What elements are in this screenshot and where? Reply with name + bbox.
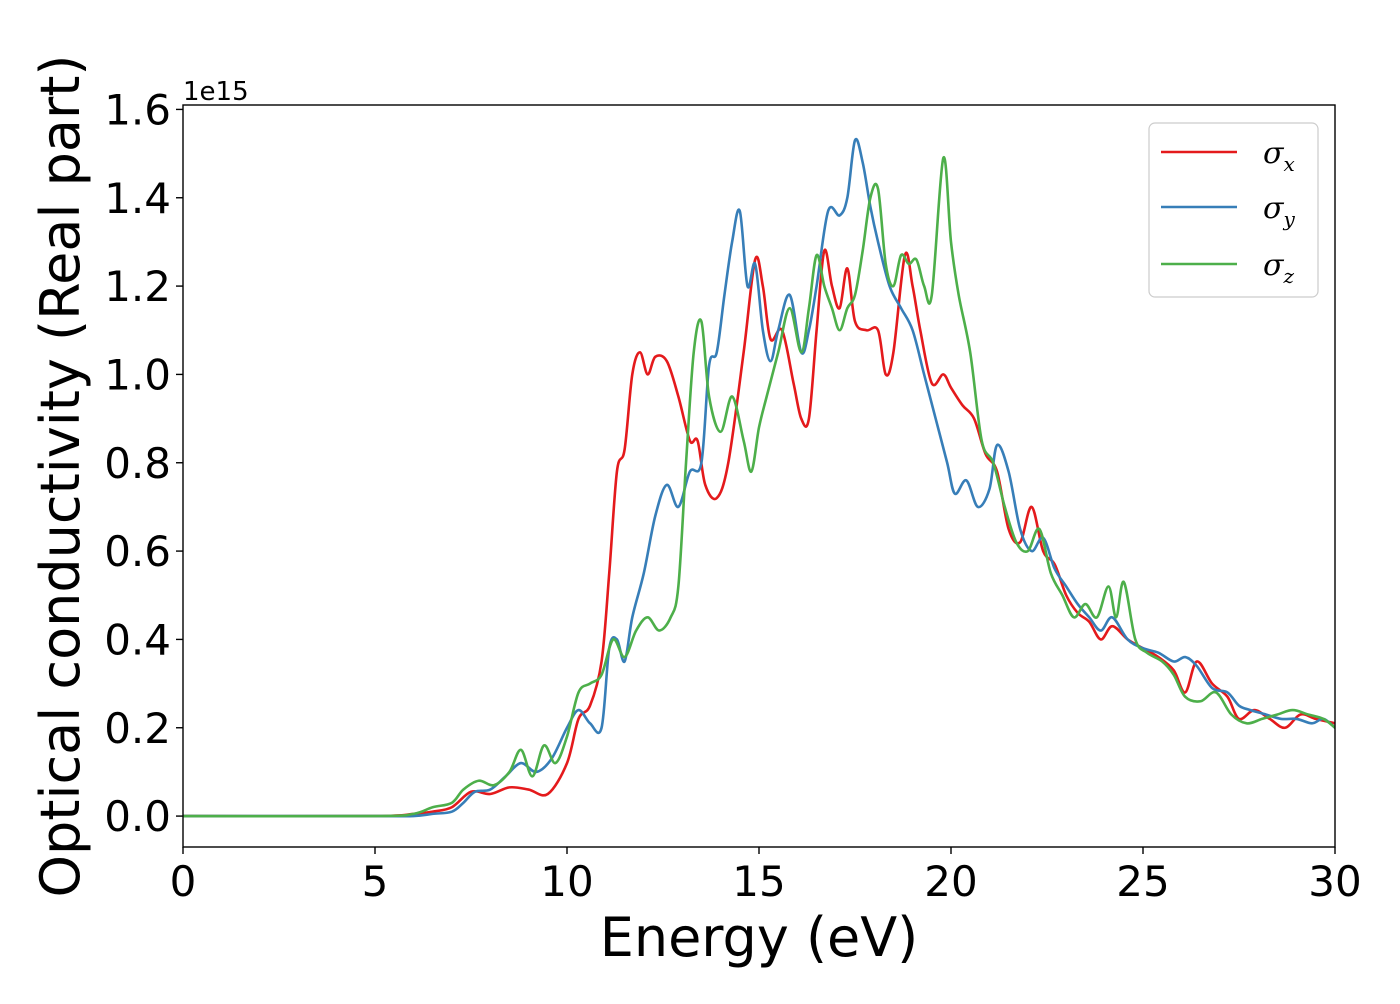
y-tick-label: 0.4	[104, 615, 171, 664]
y-tick-label: 1.0	[104, 350, 171, 399]
series-line-z	[183, 156, 1335, 818]
x-tick-label: 10	[540, 857, 593, 906]
x-tick-label: 15	[732, 857, 785, 906]
legend-box	[1148, 122, 1319, 298]
y-tick-label: 1.4	[104, 174, 171, 223]
x-tick-label: 5	[362, 857, 389, 906]
x-tick-label: 20	[924, 857, 977, 906]
y-tick-label: 1.2	[104, 262, 171, 311]
y-tick-label: 1.6	[104, 85, 171, 134]
y-tick-label: 0.8	[104, 439, 171, 488]
series-line-y	[183, 137, 1335, 818]
y-tick-label: 0.0	[104, 792, 171, 841]
y-axis-offset-text: 1e15	[183, 77, 249, 107]
y-axis-ticks: 0.0 0.2 0.4 0.6 0.8 1.0 1.2 1.4 1.6	[104, 85, 183, 841]
x-tick-label: 30	[1308, 857, 1361, 906]
x-axis-ticks: 0 5 10 15 20 25 30	[170, 847, 1362, 906]
x-axis-label: Energy (eV)	[600, 906, 919, 969]
x-tick-label: 0	[170, 857, 197, 906]
y-tick-label: 0.6	[104, 527, 171, 576]
y-axis-label: Optical conductivity (Real part)	[29, 55, 92, 898]
series-layer	[183, 137, 1335, 818]
y-tick-label: 0.2	[104, 704, 171, 753]
series-line-x	[183, 248, 1335, 818]
x-tick-label: 25	[1116, 857, 1169, 906]
